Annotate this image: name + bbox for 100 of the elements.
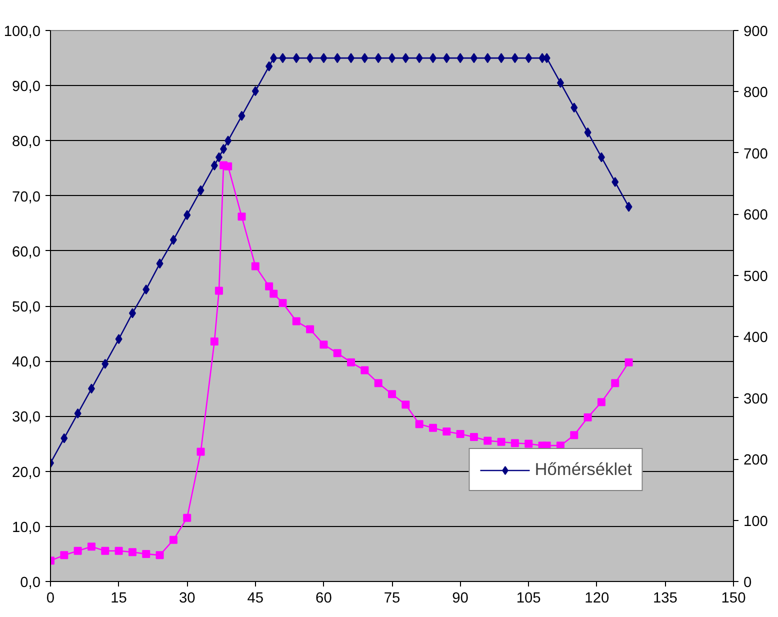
y2-tick-label: 300 — [744, 391, 768, 408]
point — [128, 308, 136, 318]
point — [87, 542, 96, 551]
point — [320, 340, 328, 349]
point — [169, 536, 178, 544]
point — [183, 514, 192, 522]
y-tick-label: 30,0 — [12, 410, 41, 426]
point — [625, 202, 632, 212]
point — [306, 53, 314, 64]
y-tick-label: 20,0 — [12, 464, 41, 481]
point — [543, 53, 550, 64]
point — [570, 431, 578, 440]
x-tick-label: 90 — [452, 590, 468, 606]
y2-tick-label: 700 — [744, 146, 768, 162]
point — [251, 262, 260, 270]
x-tick-label: 30 — [178, 590, 196, 606]
point — [334, 53, 341, 64]
point — [360, 366, 369, 374]
point — [224, 136, 232, 146]
point — [215, 152, 222, 162]
point — [347, 358, 356, 366]
point — [484, 436, 492, 445]
point — [510, 439, 519, 448]
point — [60, 433, 68, 444]
point — [374, 53, 382, 64]
point — [611, 379, 620, 388]
y-tick-label: 40,0 — [12, 354, 41, 371]
x-tick-label: 15 — [110, 590, 127, 606]
point — [524, 440, 533, 448]
point — [60, 551, 68, 560]
point — [320, 53, 328, 64]
point — [428, 424, 437, 432]
y2-tick-label: 900 — [744, 24, 768, 40]
point — [511, 53, 518, 64]
point — [612, 177, 619, 188]
point — [402, 400, 410, 409]
point — [210, 338, 218, 346]
point — [265, 282, 274, 290]
x-tick-label: 150 — [721, 590, 746, 606]
y2-tick-label: 100 — [744, 514, 768, 530]
y-tick-label: 90,0 — [12, 79, 41, 96]
point — [470, 433, 478, 442]
point — [170, 234, 177, 245]
y2-tick-label: 800 — [744, 85, 768, 102]
point — [525, 53, 532, 64]
point — [443, 53, 450, 64]
x-tick-label: 0 — [46, 590, 55, 606]
point — [584, 413, 592, 422]
x-tick-label: 60 — [316, 590, 332, 606]
point — [470, 53, 478, 64]
point — [266, 61, 273, 72]
point — [142, 550, 150, 558]
point — [570, 102, 578, 113]
x-tick-label: 120 — [584, 590, 610, 606]
point — [102, 358, 109, 369]
point — [270, 290, 278, 298]
point — [598, 152, 605, 162]
y2-tick-label: 0 — [744, 575, 752, 591]
point — [101, 546, 110, 555]
point — [306, 325, 314, 334]
point — [220, 144, 228, 154]
point — [597, 398, 606, 406]
y-tick-label: 60,0 — [12, 244, 41, 260]
point — [279, 53, 286, 64]
point — [374, 379, 382, 388]
point — [348, 53, 355, 64]
point — [292, 53, 300, 64]
y-tick-label: 10,0 — [12, 520, 41, 536]
point — [156, 551, 164, 560]
point — [238, 212, 246, 221]
point — [142, 284, 150, 294]
y2-tick-label: 500 — [744, 268, 768, 285]
point — [388, 390, 396, 398]
point — [210, 160, 218, 170]
point — [88, 384, 95, 394]
point — [429, 53, 436, 64]
point — [115, 334, 122, 344]
point — [415, 420, 424, 428]
y2-tick-label: 400 — [744, 330, 768, 346]
y-tick-label: 0,0 — [20, 575, 40, 591]
point — [456, 53, 464, 64]
point — [224, 162, 232, 170]
point — [497, 438, 506, 446]
point — [442, 428, 451, 436]
x-tick-label: 135 — [652, 590, 678, 606]
point — [74, 546, 82, 555]
y2-tick-label: 200 — [744, 452, 768, 469]
point — [270, 53, 278, 64]
point — [361, 53, 368, 64]
point — [556, 78, 564, 88]
point — [278, 298, 287, 307]
point — [114, 546, 123, 555]
x-tick-label: 105 — [516, 590, 541, 606]
point — [128, 548, 136, 556]
y-tick-label: 100,0 — [4, 24, 41, 40]
legend-label: Hőmérséklet — [534, 459, 632, 480]
y-tick-label: 80,0 — [12, 134, 41, 150]
point — [156, 258, 164, 269]
point — [74, 408, 82, 418]
point — [184, 210, 191, 220]
